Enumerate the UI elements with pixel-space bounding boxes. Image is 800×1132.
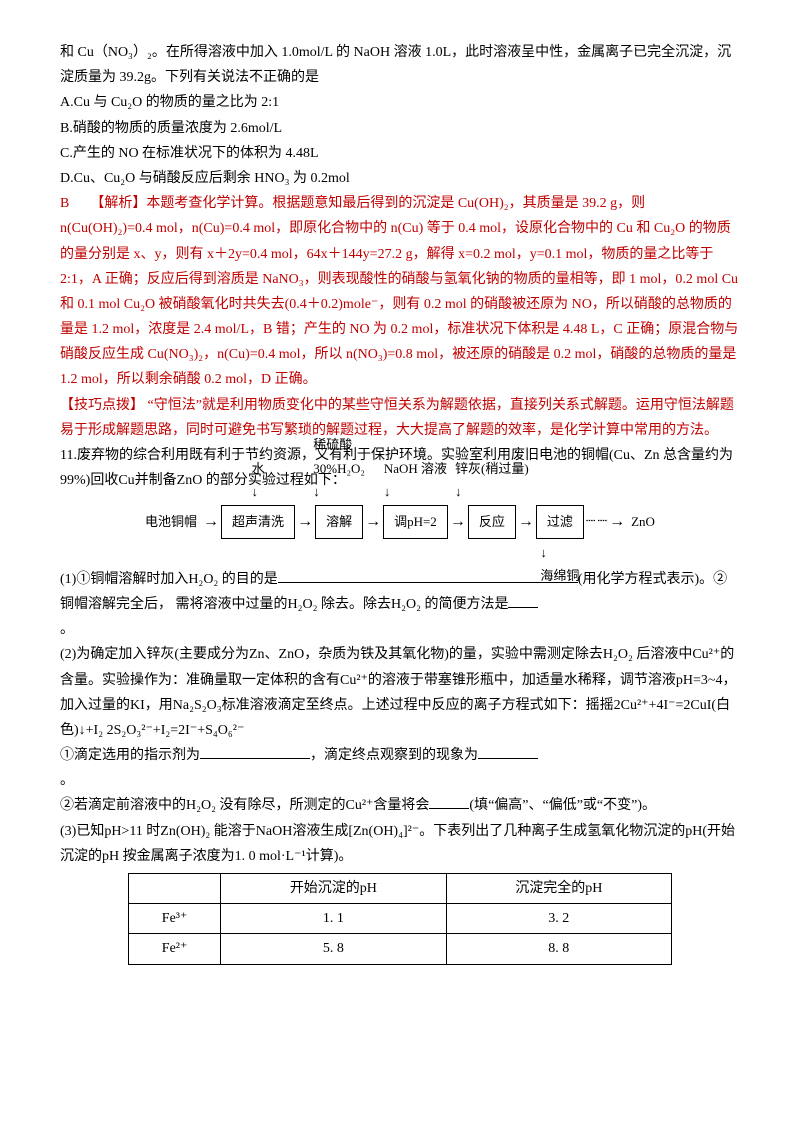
ph-table: 开始沉淀的pH 沉淀完全的pH Fe³⁺ 1. 1 3. 2 Fe²⁺ 5. 8…: [128, 873, 672, 965]
table-row: Fe³⁺ 1. 1 3. 2: [129, 904, 672, 934]
q1-1: (1)①铜帽溶解时加入H₂O₂ 的目的是(用化学方程式表示)。②铜帽溶解完全后，…: [60, 567, 740, 617]
arrow-icon: →: [363, 508, 383, 537]
flow-input-3: NaOH 溶液↓: [384, 457, 447, 504]
q1-1c: 。: [60, 617, 740, 642]
table-cell: [129, 874, 221, 904]
flow-output-5: ↓海绵铜: [540, 541, 579, 588]
option-a: A.Cu 与 Cu₂O 的物质的量之比为 2:1: [60, 90, 740, 115]
flow-start: 电池铜帽: [145, 510, 197, 533]
blank-field[interactable]: [278, 568, 578, 583]
blank-field[interactable]: [508, 593, 538, 608]
arrow-icon: →: [201, 508, 221, 537]
table-cell: 5. 8: [221, 934, 446, 964]
table-cell: Fe²⁺: [129, 934, 221, 964]
flowchart: 电池铜帽 → 水↓ 超声清洗 → 稀硫酸30%H₂O₂↓ 溶解 → NaOH 溶…: [60, 505, 740, 538]
q2-1c: 。: [60, 768, 740, 793]
flow-input-4: 锌灰(稍过量)↓: [455, 457, 529, 504]
table-cell: 3. 2: [446, 904, 671, 934]
intro-text: 和 Cu（NO₃）₂。在所得溶液中加入 1.0mol/L 的 NaOH 溶液 1…: [60, 40, 740, 90]
flow-step-3: NaOH 溶液↓ 调pH=2: [383, 505, 448, 538]
blank-field[interactable]: [200, 744, 310, 759]
option-b: B.硝酸的物质的质量浓度为 2.6mol/L: [60, 116, 740, 141]
table-header: 开始沉淀的pH: [221, 874, 446, 904]
flow-step-1: 水↓ 超声清洗: [221, 505, 295, 538]
q3: (3)已知pH>11 时Zn(OH)₂ 能溶于NaOH溶液生成[Zn(OH)₄]…: [60, 819, 740, 869]
q2-1: ①滴定选用的指示剂为，滴定终点观察到的现象为: [60, 743, 740, 768]
answer-block: B 【解析】本题考查化学计算。根据题意知最后得到的沉淀是 Cu(OH)₂，其质量…: [60, 191, 740, 393]
q2-2: ②若滴定前溶液中的H₂O₂ 没有除尽，所测定的Cu²⁺含量将会(填“偏高”、“偏…: [60, 793, 740, 818]
option-c: C.产生的 NO 在标准状况下的体积为 4.48L: [60, 141, 740, 166]
arrow-icon: →: [516, 508, 536, 537]
answer-text: 【解析】本题考查化学计算。根据题意知最后得到的沉淀是 Cu(OH)₂，其质量是 …: [60, 196, 738, 387]
flow-box-1: 超声清洗: [221, 505, 295, 538]
flow-box-2: 溶解: [315, 505, 363, 538]
table-cell: Fe³⁺: [129, 904, 221, 934]
flow-box-5: 过滤: [536, 505, 584, 538]
table-cell: 1. 1: [221, 904, 446, 934]
flow-input-2: 稀硫酸30%H₂O₂↓: [313, 433, 365, 503]
flow-end: ZnO: [631, 510, 655, 533]
flow-step-5: 过滤 ↓海绵铜: [536, 505, 584, 538]
flow-step-4: 锌灰(稍过量)↓ 反应: [468, 505, 516, 538]
arrow-icon: →: [448, 508, 468, 537]
tip-block: 【技巧点拨】 “守恒法”就是利用物质变化中的某些守恒关系为解题依据，直接列关系式…: [60, 393, 740, 443]
table-header: 沉淀完全的pH: [446, 874, 671, 904]
flow-box-3: 调pH=2: [383, 505, 448, 538]
flow-input-1: 水↓: [252, 457, 265, 504]
blank-field[interactable]: [478, 744, 538, 759]
arrow-icon: →: [295, 508, 315, 537]
answer-label: B: [60, 196, 69, 211]
table-row: 开始沉淀的pH 沉淀完全的pH: [129, 874, 672, 904]
option-d: D.Cu、Cu₂O 与硝酸反应后剩余 HNO₃ 为 0.2mol: [60, 166, 740, 191]
blank-field[interactable]: [429, 794, 469, 809]
flow-step-2: 稀硫酸30%H₂O₂↓ 溶解: [315, 505, 363, 538]
q2: (2)为确定加入锌灰(主要成分为Zn、ZnO，杂质为铁及其氧化物)的量，实验中需…: [60, 642, 740, 743]
arrow-dots-icon: ┈┈→: [584, 508, 629, 537]
flow-box-4: 反应: [468, 505, 516, 538]
table-row: Fe²⁺ 5. 8 8. 8: [129, 934, 672, 964]
table-cell: 8. 8: [446, 934, 671, 964]
